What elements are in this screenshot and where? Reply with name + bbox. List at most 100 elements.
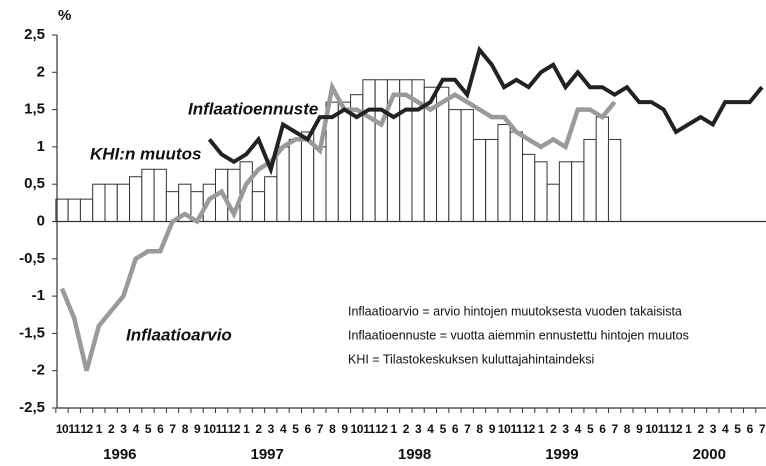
- x-tick-label: 1: [538, 422, 545, 436]
- y-unit: %: [58, 7, 71, 24]
- x-tick-label: 10: [351, 422, 364, 436]
- x-tick-label: 2: [697, 422, 704, 436]
- y-tick-label: -1,5: [19, 324, 45, 341]
- bar: [595, 116, 609, 222]
- x-tick-label: 12: [80, 422, 93, 436]
- x-tick-label: 3: [268, 422, 275, 436]
- x-tick-label: 7: [464, 422, 471, 436]
- x-tick-label: 6: [747, 422, 754, 436]
- note: KHI = Tilastokeskuksen kuluttajahintaind…: [348, 352, 594, 366]
- bar: [153, 168, 167, 222]
- x-tick-label: 1: [390, 422, 397, 436]
- bar: [485, 138, 499, 222]
- x-tick-label: 1: [243, 422, 250, 436]
- x-tick-label: 3: [415, 422, 422, 436]
- bar: [79, 198, 94, 222]
- x-tick-label: 8: [624, 422, 631, 436]
- x-tick-label: 4: [280, 422, 287, 436]
- x-tick-label: 3: [710, 422, 717, 436]
- x-tick-label: 7: [612, 422, 619, 436]
- x-tick-label: 11: [511, 422, 524, 436]
- bar: [251, 191, 266, 223]
- bar: [534, 161, 548, 223]
- bar: [116, 183, 131, 222]
- bar: [448, 109, 462, 222]
- bar: [374, 79, 388, 223]
- year-label: 2000: [693, 446, 726, 463]
- year-label: 1998: [398, 446, 431, 463]
- x-tick-label: 5: [440, 422, 447, 436]
- x-tick-label: 9: [636, 422, 643, 436]
- bar: [399, 79, 413, 223]
- y-tick-label: 0,5: [24, 175, 45, 192]
- x-tick-label: 11: [68, 422, 81, 436]
- x-tick-label: 10: [645, 422, 658, 436]
- y-tick-label: 1,5: [24, 101, 45, 118]
- x-tick-label: 12: [670, 422, 683, 436]
- y-tick-label: -0,5: [19, 250, 45, 267]
- note: Inflaatioarvio = arvio hintojen muutokse…: [348, 304, 682, 318]
- x-tick-label: 6: [305, 422, 312, 436]
- x-tick-label: 1: [685, 422, 692, 436]
- bar: [313, 146, 327, 222]
- bar: [129, 176, 143, 223]
- y-tick-label: -2,5: [19, 399, 45, 416]
- annotation: KHI:n muutos: [90, 144, 201, 163]
- x-tick-label: 7: [317, 422, 324, 436]
- bar: [92, 183, 106, 222]
- x-tick-label: 6: [452, 422, 459, 436]
- line: [207, 45, 764, 176]
- note: Inflaatioennuste = vuotta aiemmin ennust…: [348, 328, 689, 342]
- x-tick-label: 9: [194, 422, 201, 436]
- y-tick-label: 1: [37, 138, 45, 155]
- x-tick-label: 4: [427, 422, 434, 436]
- bar: [141, 168, 155, 222]
- x-tick-label: 3: [562, 422, 569, 436]
- x-tick-label: 7: [169, 422, 176, 436]
- year-label: 1999: [545, 446, 578, 463]
- bar: [104, 183, 118, 222]
- bar: [362, 79, 376, 223]
- x-tick-label: 2: [550, 422, 557, 436]
- bar: [337, 101, 352, 222]
- x-tick-label: 5: [292, 422, 299, 436]
- year-label: 1997: [251, 446, 284, 463]
- x-tick-label: 6: [599, 422, 606, 436]
- x-tick-label: 12: [522, 422, 535, 436]
- x-tick-label: 12: [228, 422, 241, 436]
- bar: [472, 138, 487, 222]
- y-tick-label: 2: [37, 63, 45, 80]
- x-tick-label: 8: [182, 422, 189, 436]
- x-tick-label: 11: [363, 422, 376, 436]
- bar: [55, 198, 69, 222]
- x-tick-label: 10: [498, 422, 511, 436]
- x-tick-label: 12: [375, 422, 388, 436]
- annotation: Inflaatioennuste: [188, 99, 318, 118]
- bar: [558, 161, 573, 223]
- x-tick-label: 6: [157, 422, 164, 436]
- y-tick-label: 2,5: [24, 26, 45, 43]
- x-tick-label: 10: [56, 422, 69, 436]
- x-tick-label: 2: [403, 422, 410, 436]
- bar: [571, 161, 585, 223]
- x-tick-label: 4: [722, 422, 729, 436]
- bar: [276, 146, 290, 222]
- x-tick-label: 11: [658, 422, 671, 436]
- x-tick-label: 5: [587, 422, 594, 436]
- x-tick-label: 2: [255, 422, 262, 436]
- x-tick-label: 9: [341, 422, 348, 436]
- x-tick-label: 5: [734, 422, 741, 436]
- bar: [497, 124, 511, 222]
- annotation: Inflaatioarvio: [126, 325, 232, 344]
- x-tick-label: 5: [145, 422, 152, 436]
- x-tick-label: 3: [120, 422, 127, 436]
- x-tick-label: 7: [759, 422, 766, 436]
- y-tick-label: 0: [37, 212, 45, 229]
- bar: [264, 176, 278, 223]
- x-tick-label: 11: [216, 422, 229, 436]
- x-tick-label: 8: [329, 422, 336, 436]
- y-tick-label: -1: [32, 287, 45, 304]
- x-tick-label: 9: [489, 422, 496, 436]
- year-label: 1996: [103, 446, 136, 463]
